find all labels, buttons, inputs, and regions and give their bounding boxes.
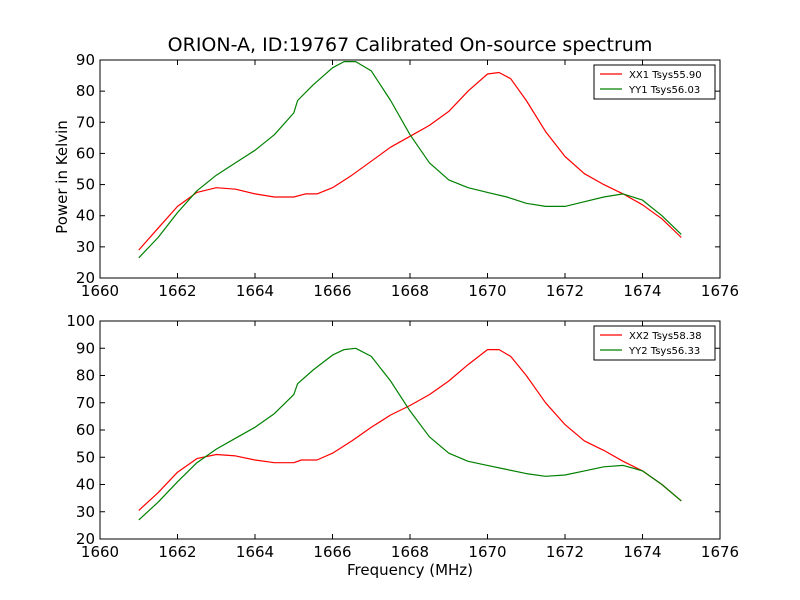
y-tick-label: 30 [76, 238, 95, 256]
x-tick-label: 1668 [391, 282, 429, 300]
y-tick-label: 80 [76, 82, 95, 100]
x-axis-label: Frequency (MHz) [346, 561, 474, 579]
y-tick-label: 30 [76, 503, 95, 521]
legend-frame [593, 64, 716, 100]
x-tick-label: 1674 [623, 282, 661, 300]
x-tick-label: 1672 [546, 282, 584, 300]
y-tick-label: 90 [76, 51, 95, 69]
top-spectrum-panel: 1660 1662 1664 1666 1668 1670 1672 1674 1676 20 30… [76, 51, 739, 300]
y-tick-label: 40 [76, 476, 95, 494]
legend-entry: YY2 Tsys56.33 [628, 346, 700, 357]
y-tick-label: 60 [76, 144, 95, 162]
x-tick-label: 1666 [313, 543, 351, 561]
y-tick-label: 50 [76, 448, 95, 466]
legend-entry: XX1 Tsys55.90 [629, 70, 702, 81]
x-tick-label: 1660 [81, 543, 119, 561]
x-tick-label: 1662 [158, 543, 196, 561]
x-tick-label: 1674 [623, 543, 661, 561]
legend-entry: XX2 Tsys58.38 [629, 331, 702, 342]
y-tick-label: 40 [76, 207, 95, 225]
y-tick-label: 70 [76, 113, 95, 131]
y-tick-label: 60 [76, 421, 95, 439]
x-tick-label: 1670 [468, 543, 506, 561]
legend: XX1 Tsys55.90 YY1 Tsys56.03 [593, 64, 716, 100]
series-line-1 [138, 71, 682, 251]
y-tick-label: 100 [66, 312, 95, 330]
x-tick-label: 1676 [701, 543, 739, 561]
chart-title: ORION-A, ID:19767 Calibrated On-source s… [167, 34, 653, 56]
x-tick-label: 1676 [701, 282, 739, 300]
y-tick-label: 20 [76, 269, 95, 287]
y-tick-label: 80 [76, 367, 95, 385]
x-tick-label: 1662 [158, 282, 196, 300]
legend-entry: YY1 Tsys56.03 [628, 85, 700, 96]
x-tick-label: 1672 [546, 543, 584, 561]
legend: XX2 Tsys58.38 YY2 Tsys56.33 [593, 325, 716, 361]
series-line-1 [138, 349, 682, 511]
x-tick-label: 1666 [313, 282, 351, 300]
x-tick-label: 1664 [236, 282, 274, 300]
y-tick-label: 70 [76, 394, 95, 412]
x-tick-label: 1664 [236, 543, 274, 561]
x-tick-label: 1670 [468, 282, 506, 300]
bottom-spectrum-panel: 1660 1662 1664 1666 1668 1670 1672 1674 1676 20 30… [66, 312, 739, 561]
x-tick-label: 1668 [391, 543, 429, 561]
legend-frame [593, 325, 716, 361]
y-tick-label: 50 [76, 176, 95, 194]
y-tick-label: 20 [76, 530, 95, 548]
series-line-2 [138, 60, 682, 259]
x-tick-label: 1660 [81, 282, 119, 300]
y-tick-label: 90 [76, 339, 95, 357]
series-line-2 [138, 347, 682, 521]
